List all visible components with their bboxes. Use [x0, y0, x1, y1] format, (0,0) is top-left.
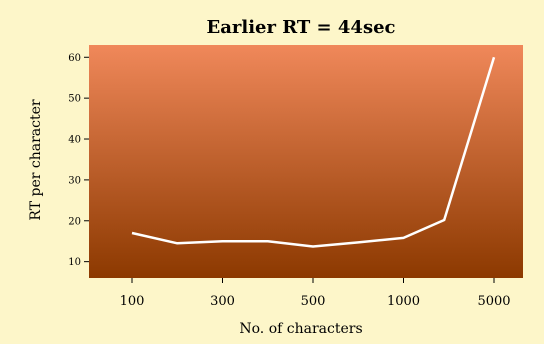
series-layer	[131, 56, 496, 248]
series-line	[131, 56, 496, 248]
x-tick-label: 100	[120, 294, 145, 309]
x-tick-label: 1000	[387, 294, 420, 309]
y-axis-label: RT per character	[28, 99, 44, 220]
y-tick-label: 40	[68, 135, 81, 146]
x-axis-label: No. of characters	[239, 321, 362, 337]
y-tick-label: 50	[68, 94, 81, 105]
x-tick-label: 500	[301, 294, 326, 309]
x-axis: 100 300 500 1000 5000	[120, 278, 511, 309]
y-tick-label: 60	[68, 53, 81, 64]
y-axis: 10 20 30 40 50 60	[68, 53, 89, 268]
y-tick-label: 20	[68, 216, 81, 227]
x-tick-label: 300	[210, 294, 235, 309]
y-tick-label: 30	[68, 175, 81, 186]
chart-title: Earlier RT = 44sec	[207, 17, 396, 38]
plot-area	[89, 45, 523, 278]
y-tick-label: 10	[68, 257, 81, 268]
x-tick-label: 5000	[477, 294, 510, 309]
